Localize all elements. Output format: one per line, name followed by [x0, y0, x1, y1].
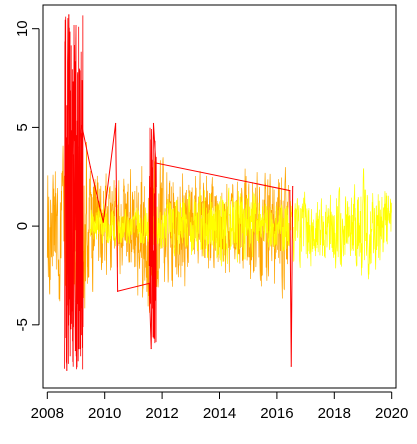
y-tick-label: 10 — [14, 20, 31, 37]
series-2-cluster-0 — [64, 15, 84, 370]
series-2 — [64, 14, 294, 371]
x-tick-label: 2014 — [203, 405, 236, 422]
series-2-point — [72, 81, 74, 83]
series-2-point — [150, 347, 152, 350]
series-layer — [46, 14, 393, 371]
series-0-line — [46, 142, 289, 313]
y-tick-label: 5 — [14, 123, 31, 131]
series-2-cluster-1 — [148, 127, 157, 344]
series-2-point — [117, 290, 119, 292]
series-2-point — [102, 221, 104, 223]
x-tick-label: 2018 — [318, 405, 351, 422]
series-1-line — [90, 168, 393, 280]
series-2-point — [64, 118, 66, 121]
series-2-point — [68, 14, 70, 16]
y-tick-label: 0 — [14, 222, 31, 230]
x-tick-label: 2008 — [31, 405, 64, 422]
series-2-point — [74, 349, 77, 352]
series-2-point — [289, 189, 291, 192]
series-2-point — [155, 162, 157, 164]
series-2-point — [78, 146, 80, 148]
x-tick-label: 2020 — [375, 405, 408, 422]
series-2-point — [115, 122, 117, 125]
series-2-point — [152, 122, 155, 125]
x-tick-label: 2010 — [88, 405, 121, 422]
plot-frame — [42, 4, 397, 389]
series-2-point — [66, 369, 68, 371]
x-axis: 2008 2010 2012 2014 2016 2018 2020 — [31, 391, 408, 422]
series-2-point — [81, 124, 83, 127]
series-1 — [90, 168, 393, 280]
series-0 — [46, 142, 289, 313]
series-2-point — [290, 365, 292, 367]
series-2-point — [70, 328, 72, 330]
y-tick-label: -5 — [14, 318, 31, 331]
series-2-point — [89, 166, 91, 168]
x-tick-label: 2012 — [145, 405, 178, 422]
series-2-point — [292, 186, 294, 188]
series-2-point — [148, 282, 150, 284]
x-tick-label: 2016 — [260, 405, 293, 422]
axes-layer: 2008 2010 2012 2014 2016 2018 2020 -5 0 5 10 — [14, 20, 408, 422]
y-axis: -5 0 5 10 — [14, 20, 40, 331]
